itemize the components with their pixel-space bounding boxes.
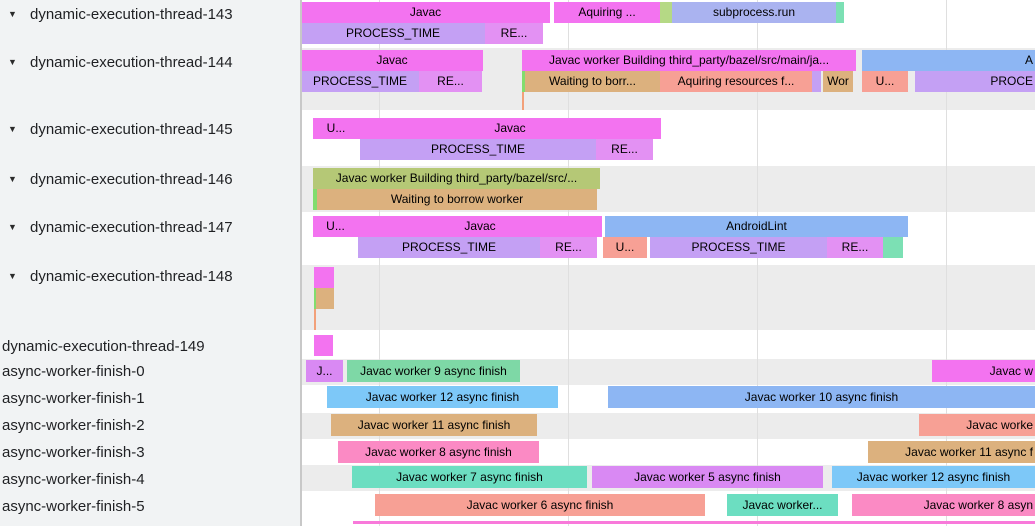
thread-label: dynamic-execution-thread-148 [30,267,233,285]
trace-slice[interactable]: Javac [302,2,550,23]
trace-slice[interactable]: Aquiring resources f... [660,71,812,92]
trace-slice[interactable]: J... [306,360,343,382]
collapse-triangle-icon[interactable]: ▼ [8,124,17,134]
gridline [379,0,380,526]
trace-slice[interactable] [836,2,844,23]
thread-row[interactable]: async-worker-finish-0 [0,361,145,381]
trace-slice[interactable] [812,71,821,92]
trace-tick[interactable] [313,189,317,210]
trace-slice[interactable]: Javac worker 5 async finish [592,466,823,488]
thread-row[interactable]: async-worker-finish-2 [0,415,145,435]
gridline [568,0,569,526]
trace-slice[interactable]: RE... [485,23,543,44]
thread-row[interactable]: ▼ dynamic-execution-thread-147 [0,217,233,237]
thread-label: dynamic-execution-thread-145 [30,120,233,138]
thread-row[interactable]: ▼ dynamic-execution-thread-145 [0,119,233,139]
gridline [757,0,758,526]
thread-label: async-worker-finish-3 [2,443,145,461]
collapse-triangle-icon[interactable]: ▼ [8,57,17,67]
timeline-canvas[interactable]: Javac Aquiring ... subprocess.run PROCESS_T… [302,0,1035,526]
trace-slice[interactable]: PROCESS_TIME [302,23,485,44]
collapse-triangle-icon[interactable]: ▼ [8,222,17,232]
thread-label: async-worker-finish-2 [2,416,145,434]
thread-row[interactable]: ▼ dynamic-execution-thread-144 [0,52,233,72]
thread-label: async-worker-finish-4 [2,470,145,488]
trace-slice[interactable]: PROCESS_TIME [360,139,596,160]
trace-slice[interactable]: PROCESS_TIME [650,237,827,258]
trace-slice[interactable]: Javac worker 11 async f [868,441,1035,463]
trace-slice[interactable]: PROCE [915,71,1035,92]
trace-slice[interactable]: Javac worker 8 asyn [852,494,1035,516]
trace-slice[interactable]: Javac worker 7 async finish [352,466,587,488]
trace-slice[interactable]: Javac worker Building third_party/bazel/… [313,168,600,189]
trace-slice[interactable]: Javac [359,118,661,139]
trace-slice[interactable]: Javac worker 9 async finish [347,360,520,382]
thread-label: dynamic-execution-thread-143 [30,5,233,23]
trace-tick[interactable] [314,288,316,309]
thread-row[interactable]: async-worker-finish-4 [0,469,145,489]
thread-row[interactable]: ▼ dynamic-execution-thread-143 [0,4,233,24]
thread-label: async-worker-finish-1 [2,389,145,407]
collapse-triangle-icon[interactable]: ▼ [8,9,17,19]
trace-slice[interactable]: Wor [823,71,853,92]
thread-row[interactable]: async-worker-finish-1 [0,388,145,408]
collapse-triangle-icon[interactable]: ▼ [8,271,17,281]
trace-slice[interactable] [314,335,333,356]
trace-slice[interactable]: RE... [827,237,883,258]
trace-slice[interactable]: Javac worker 10 async finish [608,386,1035,408]
collapse-triangle-icon[interactable]: ▼ [8,174,17,184]
trace-slice[interactable]: Javac w [932,360,1035,382]
trace-slice[interactable]: Javac [358,216,602,237]
thread-label: dynamic-execution-thread-144 [30,53,233,71]
thread-row[interactable]: async-worker-finish-3 [0,442,145,462]
row-band [302,265,1035,330]
thread-row[interactable]: dynamic-execution-thread-149 [0,336,205,356]
thread-label: dynamic-execution-thread-149 [2,337,205,355]
trace-slice[interactable] [660,2,672,23]
trace-slice[interactable] [314,267,334,288]
trace-slice[interactable]: Javac worker Building third_party/bazel/… [522,50,856,71]
trace-slice[interactable]: RE... [419,71,482,92]
trace-slice[interactable]: Javac worker... [727,494,838,516]
thread-label: async-worker-finish-5 [2,497,145,515]
trace-tick[interactable] [522,71,525,92]
trace-slice[interactable]: PROCESS_TIME [302,71,419,92]
trace-slice[interactable]: Javac [302,50,483,71]
thread-row[interactable]: ▼ dynamic-execution-thread-148 [0,266,233,286]
trace-slice[interactable] [353,521,1035,524]
trace-tick[interactable] [314,309,316,330]
trace-slice[interactable]: Aquiring ... [554,2,660,23]
trace-slice[interactable]: AndroidLint [605,216,908,237]
thread-row[interactable]: async-worker-finish-5 [0,496,145,516]
trace-slice[interactable]: subprocess.run [672,2,836,23]
thread-label: dynamic-execution-thread-147 [30,218,233,236]
thread-row[interactable]: ▼ dynamic-execution-thread-146 [0,169,233,189]
trace-tick[interactable] [522,92,524,110]
trace-slice[interactable]: Javac worker 11 async finish [331,414,537,436]
trace-slice[interactable]: A [862,50,1035,71]
thread-label: async-worker-finish-0 [2,362,145,380]
trace-slice[interactable]: Waiting to borrow worker [317,189,597,210]
trace-slice[interactable]: RE... [596,139,653,160]
trace-slice[interactable]: PROCESS_TIME [358,237,540,258]
trace-slice[interactable]: Javac worker 6 async finish [375,494,705,516]
thread-list-panel: ▼ dynamic-execution-thread-143 ▼ dynamic-ex… [0,0,302,526]
gridline [946,0,947,526]
trace-slice[interactable]: Javac worke [919,414,1035,436]
trace-slice[interactable]: Javac worker 12 async finish [832,466,1035,488]
trace-slice[interactable] [316,288,334,309]
trace-slice[interactable]: U... [603,237,647,258]
trace-slice[interactable]: U... [862,71,908,92]
trace-slice[interactable]: U... [313,216,358,237]
trace-slice[interactable]: Waiting to borr... [525,71,660,92]
trace-slice[interactable] [883,237,903,258]
trace-slice[interactable]: Javac worker 8 async finish [338,441,539,463]
trace-slice[interactable]: Javac worker 12 async finish [327,386,558,408]
trace-slice[interactable]: RE... [540,237,597,258]
thread-label: dynamic-execution-thread-146 [30,170,233,188]
trace-slice[interactable]: U... [313,118,359,139]
